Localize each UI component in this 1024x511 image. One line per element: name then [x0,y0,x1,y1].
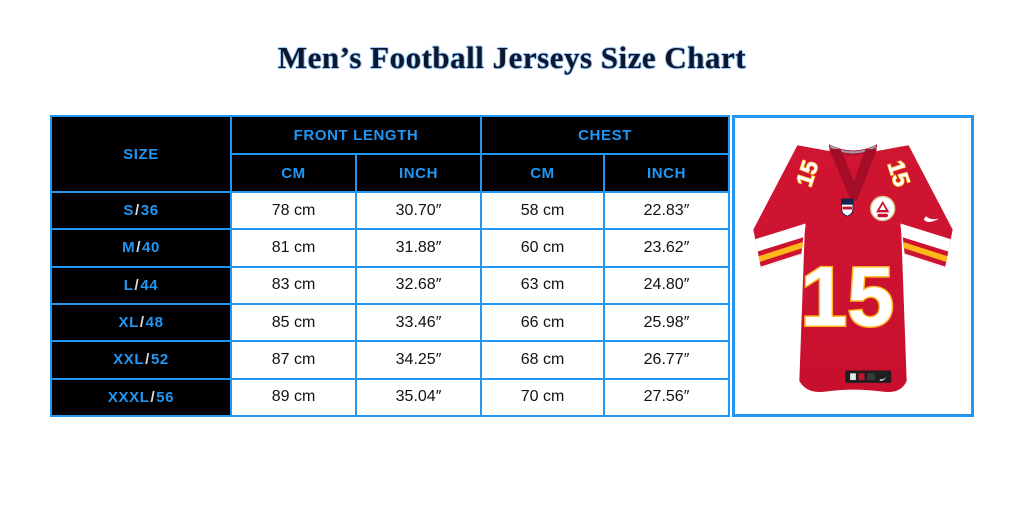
nfl-shield-icon [841,198,854,217]
measurement-value: 66 cm [480,302,606,343]
table-header: SIZE FRONT LENGTH CHEST CM INCH CM INCH [50,115,731,193]
swoosh-icon [923,216,940,222]
table-body: S/36 78 cm 30.70″ 58 cm 22.83″ M/40 81 cm 31.88… [50,190,731,418]
team-patch-icon [870,195,896,222]
football-jersey-illustration: 15 15 15 [753,144,953,393]
measurement-value: 27.56″ [603,377,731,418]
table-row: M/40 81 cm 31.88″ 60 cm 23.62″ [50,228,731,268]
measurement-value: 83 cm [230,265,357,305]
size-chart-table: SIZE FRONT LENGTH CHEST CM INCH CM INCH … [50,115,731,418]
measurement-value: 24.80″ [603,265,731,305]
column-header-size: SIZE [50,115,232,193]
measurement-value: 22.83″ [603,190,731,231]
collar-gray-stripe [829,145,877,154]
table-row: XXXL/56 89 cm 35.04″ 70 cm 27.56″ [50,377,731,418]
measurement-value: 25.98″ [603,302,731,343]
measurement-value: 23.62″ [603,228,731,268]
table-row: XL/48 85 cm 33.46″ 66 cm 25.98″ [50,302,731,343]
measurement-value: 68 cm [480,340,606,380]
measurement-value: 26.77″ [603,340,731,380]
jersey-body [753,145,953,393]
measurement-value: 30.70″ [354,190,483,231]
table-row: XXL/52 87 cm 34.25″ 68 cm 26.77″ [50,340,731,380]
subheader-chest-inch: INCH [603,153,731,193]
size-chart-content: SIZE FRONT LENGTH CHEST CM INCH CM INCH … [50,115,1024,418]
measurement-value: 89 cm [230,377,357,418]
table-row: S/36 78 cm 30.70″ 58 cm 22.83″ [50,190,731,231]
subheader-front-inch: INCH [354,153,483,193]
chest-number: 15 [800,249,894,343]
measurement-value: 31.88″ [354,228,483,268]
size-label: M/40 [50,228,232,268]
size-label: XXXL/56 [50,377,232,418]
measurement-value: 35.04″ [354,377,483,418]
subheader-chest-cm: CM [480,153,606,193]
measurement-value: 34.25″ [354,340,483,380]
measurement-value: 32.68″ [354,265,483,305]
subheader-front-cm: CM [230,153,357,193]
measurement-value: 60 cm [480,228,606,268]
measurement-value: 78 cm [230,190,357,231]
measurement-value: 85 cm [230,302,357,343]
table-row: L/44 83 cm 32.68″ 63 cm 24.80″ [50,265,731,305]
jock-tag [845,370,892,383]
size-label: L/44 [50,265,232,305]
v-neck-trim [829,149,877,201]
jersey-image: 15 15 15 [732,115,975,417]
measurement-value: 63 cm [480,265,606,305]
measurement-value: 58 cm [480,190,606,231]
size-label: S/36 [50,190,232,231]
column-group-front-length: FRONT LENGTH [229,115,483,155]
size-label: XXL/52 [50,340,232,380]
measurement-value: 87 cm [230,340,357,380]
column-group-chest: CHEST [480,115,731,155]
measurement-value: 70 cm [480,377,606,418]
size-label: XL/48 [50,302,232,343]
page-title: Men’s Football Jerseys Size Chart [277,40,747,75]
measurement-value: 81 cm [230,228,357,268]
measurement-value: 33.46″ [354,302,483,343]
